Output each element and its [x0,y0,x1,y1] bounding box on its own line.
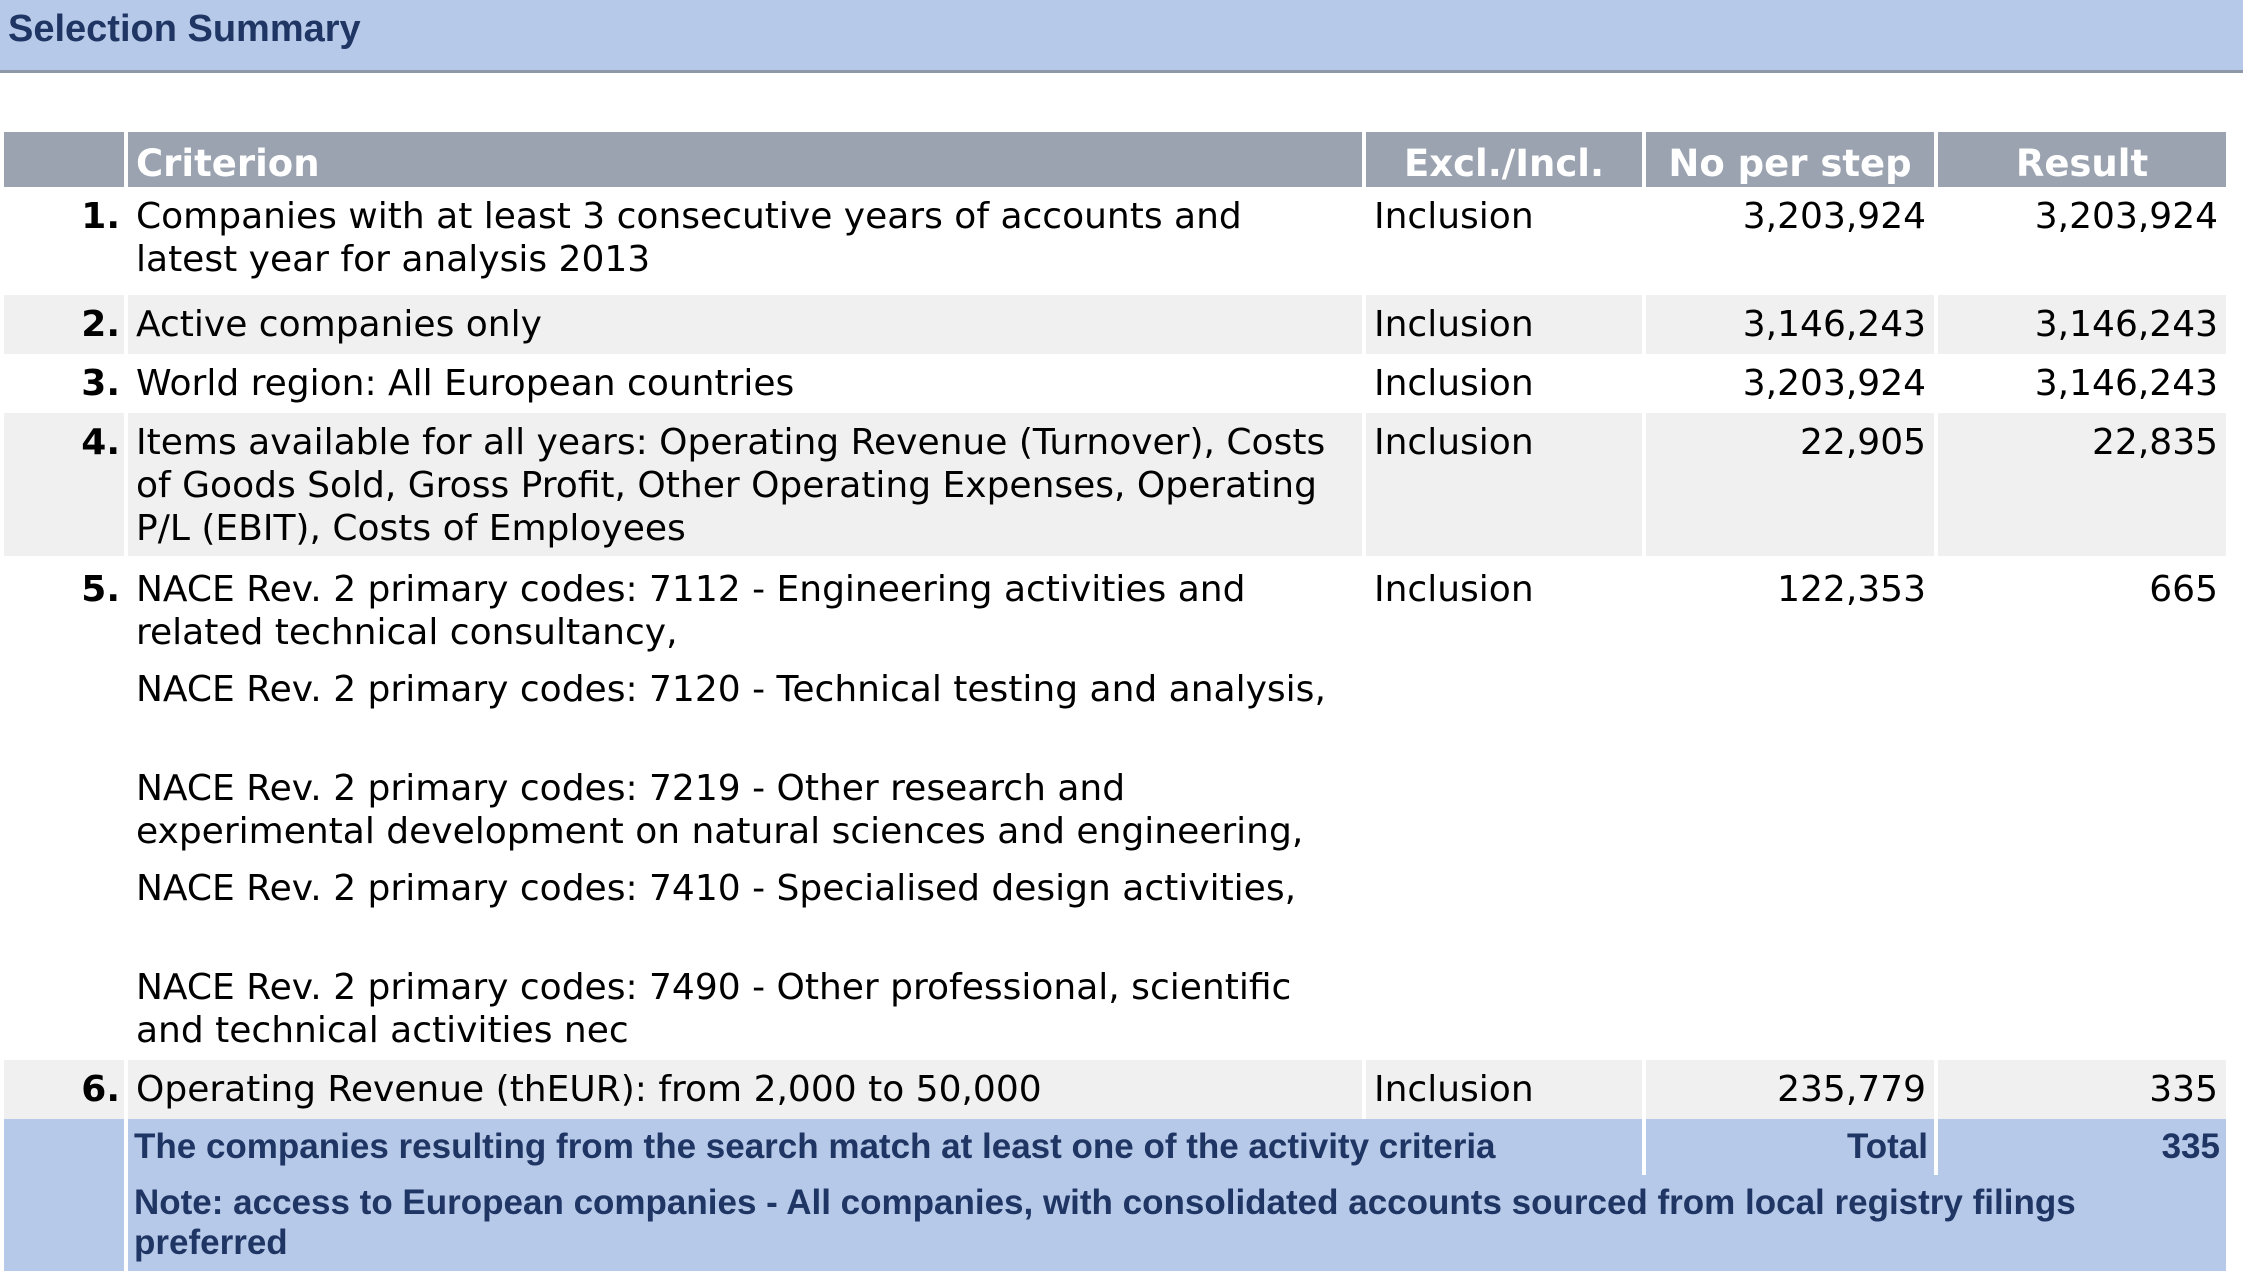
row-criterion: NACE Rev. 2 primary codes: 7112 - Engine… [128,556,1362,1060]
header-result: Result [1938,132,2226,187]
criterion-text: NACE Rev. 2 primary codes: 7490 - Other … [136,967,1292,1051]
criterion-text: Items available for all years: Operating… [136,422,1326,549]
row-result: 335 [1938,1060,2226,1119]
table-row: 3. World region: All European countries … [4,354,2226,413]
header-excl-incl: Excl./Incl. [1366,132,1642,187]
row-result: 3,146,243 [2034,363,2218,404]
row-no-per-step: 3,146,243 [1646,295,1934,354]
criterion-text: Active companies only [136,304,542,345]
row-excl-incl: Inclusion [1374,569,1534,610]
footer-spacer [4,1119,124,1175]
criterion-text: NACE Rev. 2 primary codes: 7112 - Engine… [136,569,1246,653]
row-result: 665 [2149,569,2218,610]
criterion-text: Operating Revenue (thEUR): from 2,000 to… [136,1069,1042,1110]
row-criterion: Active companies only [128,295,1362,354]
row-criterion: Companies with at least 3 consecutive ye… [128,187,1362,295]
header-number [4,132,124,187]
row-number: 1. [81,196,120,237]
row-no-per-step: 3,203,924 [1742,196,1926,237]
table-row: 4. Items available for all years: Operat… [4,413,2226,556]
row-excl-incl: Inclusion [1366,295,1642,354]
row-number: 6. [4,1060,124,1119]
table-row: 2. Active companies only Inclusion 3,146… [4,295,2226,354]
table-footer-note-row: Note: access to European companies - All… [4,1175,2226,1271]
row-excl-incl: Inclusion [1374,196,1534,237]
criterion-text: Companies with at least 3 consecutive ye… [136,196,1242,280]
page-title: Selection Summary [8,8,361,50]
row-number: 3. [81,363,120,404]
row-result: 3,146,243 [1938,295,2226,354]
row-criterion: Operating Revenue (thEUR): from 2,000 to… [128,1060,1362,1119]
row-excl-incl: Inclusion [1374,363,1534,404]
row-criterion: Items available for all years: Operating… [128,413,1362,556]
criterion-text: World region: All European countries [136,363,795,404]
row-no-per-step: 3,203,924 [1742,363,1926,404]
row-number: 2. [4,295,124,354]
header-criterion: Criterion [128,132,1362,187]
header-no-per-step: No per step [1646,132,1934,187]
row-excl-incl: Inclusion [1366,413,1642,556]
footer-total-label: Total [1646,1119,1934,1175]
row-no-per-step: 122,353 [1777,569,1926,610]
row-criterion: World region: All European countries [128,354,1362,413]
footer-match-text: The companies resulting from the search … [128,1119,1642,1175]
title-bar: Selection Summary [0,0,2243,73]
row-excl-incl: Inclusion [1366,1060,1642,1119]
row-no-per-step: 235,779 [1646,1060,1934,1119]
criterion-text: NACE Rev. 2 primary codes: 7219 - Other … [136,768,1304,852]
row-result: 3,203,924 [2034,196,2218,237]
table-row: 6. Operating Revenue (thEUR): from 2,000… [4,1060,2226,1119]
criterion-text: NACE Rev. 2 primary codes: 7410 - Specia… [136,868,1297,909]
footer-total-value: 335 [1938,1119,2226,1175]
footer-note: Note: access to European companies - All… [128,1175,2226,1271]
row-number: 4. [4,413,124,556]
table-header-row: Criterion Excl./Incl. No per step Result [4,132,2226,187]
table-row: 5. NACE Rev. 2 primary codes: 7112 - Eng… [4,556,2226,1060]
table-row: 1. Companies with at least 3 consecutive… [4,187,2226,295]
table-footer-total-row: The companies resulting from the search … [4,1119,2226,1175]
footer-spacer [4,1175,124,1271]
row-result: 22,835 [1938,413,2226,556]
row-no-per-step: 22,905 [1646,413,1934,556]
row-number: 5. [81,569,120,610]
criterion-text: NACE Rev. 2 primary codes: 7120 - Techni… [136,669,1326,710]
selection-summary-table: Criterion Excl./Incl. No per step Result… [0,132,2230,1271]
